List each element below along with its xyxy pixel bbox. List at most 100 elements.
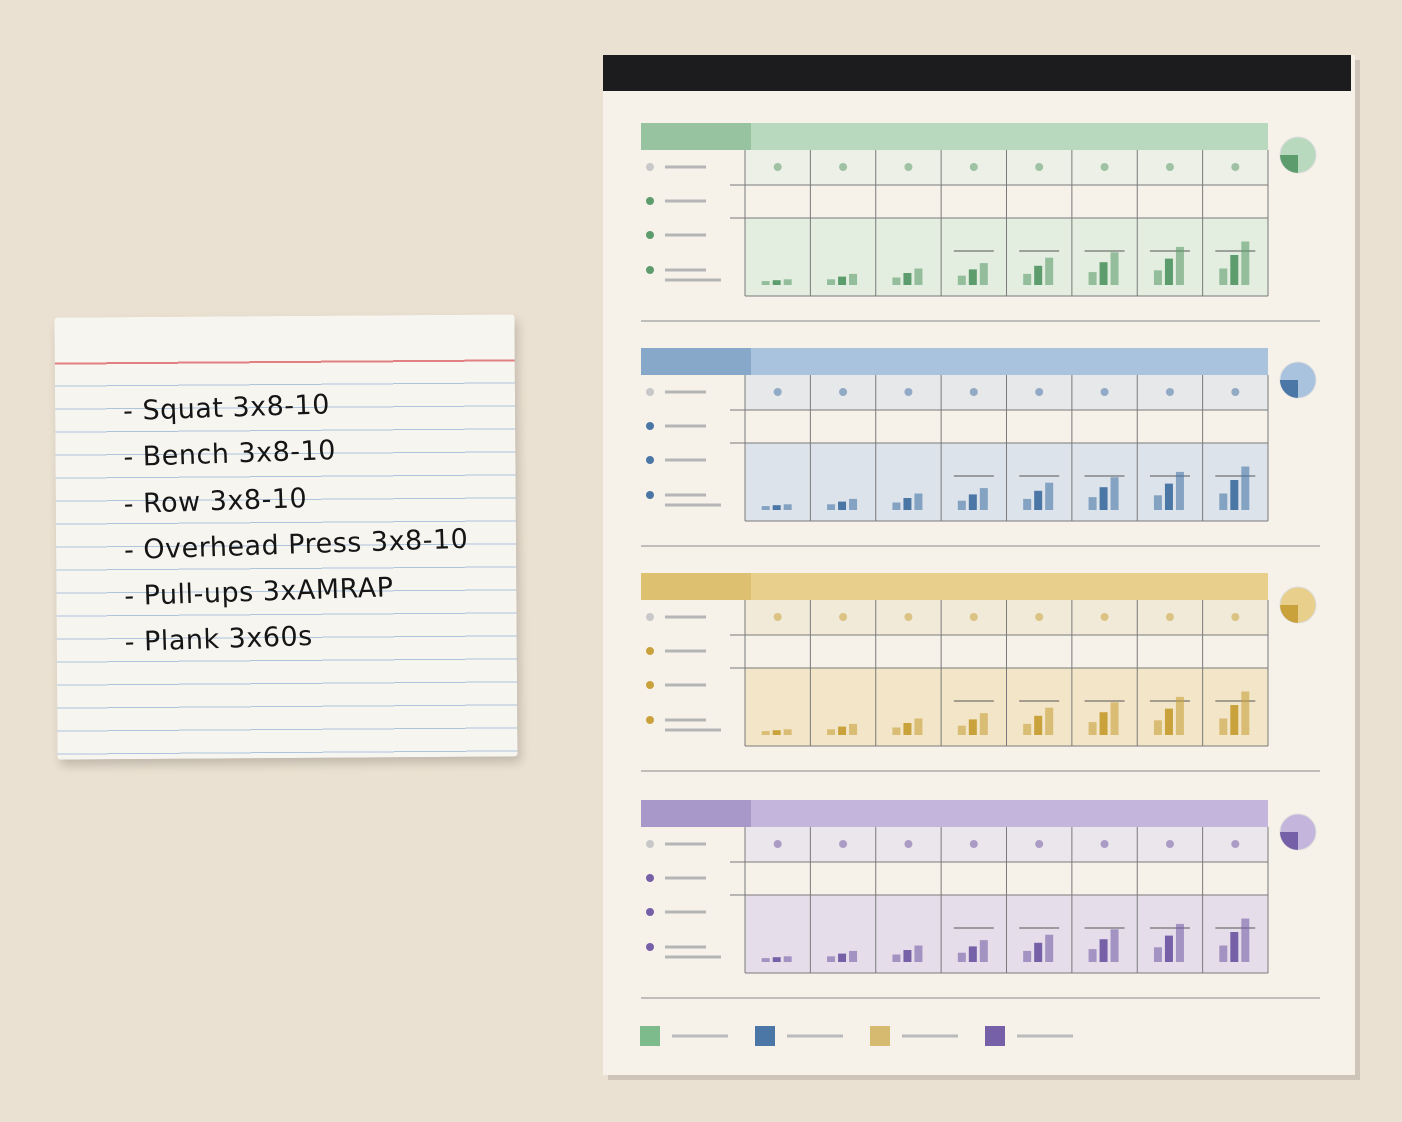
mini-bar [892,277,901,285]
section-badge-slice [1280,380,1298,398]
section-header [641,123,1268,150]
section-header-accent [641,348,751,375]
mini-bar [761,281,770,285]
mini-bar [979,940,988,962]
mini-bar [1153,720,1162,735]
mini-bar [849,273,858,285]
mini-bar [849,498,858,510]
column-dot [1165,163,1174,171]
mini-bar [1023,498,1032,510]
mini-bar [1230,932,1239,962]
mini-bar [849,723,858,735]
mini-bar [1088,722,1097,735]
mini-bar [783,504,792,510]
column-dot [839,840,848,848]
column-dot [1035,613,1044,621]
mini-bar [957,500,966,510]
mini-bar [1175,471,1184,510]
column-dot [1165,388,1174,396]
column-dot [1231,388,1240,396]
mini-bar [1023,950,1032,962]
section-header [641,573,1268,600]
mini-bar [1034,715,1043,735]
column-dot [1100,388,1109,396]
row-dot [646,943,654,951]
section-header [641,348,1268,375]
mini-bar [1088,272,1097,285]
mini-bar [1110,477,1119,510]
mini-bar [1110,252,1119,285]
row-dot [646,840,654,848]
mini-bar [838,276,847,285]
row-dot [646,231,654,239]
mini-bar [827,504,836,510]
mini-bar [827,956,836,962]
mini-bar [849,950,858,962]
mini-bar [1241,918,1250,962]
column-dot [969,388,978,396]
legend-swatch [985,1026,1005,1046]
mini-bar [903,498,912,510]
row-dot [646,163,654,171]
mini-bar [827,279,836,285]
mini-bar [979,713,988,735]
column-dot [1035,388,1044,396]
column-dot [904,840,913,848]
mini-bar [772,730,781,735]
column-dot [1231,163,1240,171]
column-dot [1165,613,1174,621]
section-badge-slice [1280,155,1298,173]
legend-swatch [755,1026,775,1046]
mini-bar [1110,702,1119,735]
mini-bar [1241,691,1250,735]
mini-bar [761,731,770,735]
mini-bar [1241,466,1250,510]
row-dot [646,422,654,430]
column-dot [904,163,913,171]
mini-bar [914,493,923,510]
mini-bar [1045,482,1054,510]
mini-bar [892,954,901,962]
column-dot [1231,840,1240,848]
column-dot [1100,163,1109,171]
mini-bar [1230,480,1239,510]
mini-bar [1045,934,1054,962]
row-dot [646,266,654,274]
row-dot [646,613,654,621]
mini-bar [968,946,977,962]
mini-bar [1034,942,1043,962]
mini-bar [1045,707,1054,735]
column-dot [773,840,782,848]
column-dot [969,163,978,171]
column-dot [1035,840,1044,848]
section-badge-slice [1280,605,1298,623]
column-dot [1035,163,1044,171]
mini-bar [1241,241,1250,285]
mini-bar [1219,718,1228,735]
row-dot [646,647,654,655]
mini-bar [903,723,912,735]
mini-bar [1034,265,1043,285]
mini-bar [957,952,966,962]
section-header-accent [641,573,751,600]
mini-bar [914,718,923,735]
column-dot [839,613,848,621]
mini-bar [761,506,770,510]
mini-bar [1099,262,1108,285]
column-dot [773,163,782,171]
column-dot [839,388,848,396]
column-dot [904,613,913,621]
mini-bar [957,725,966,735]
mini-bar [1230,255,1239,285]
column-dot [773,613,782,621]
column-dot [1165,840,1174,848]
mini-bar [903,950,912,962]
mini-bar [1034,490,1043,510]
mini-bar [968,269,977,285]
mini-bar [979,488,988,510]
mini-bar [838,953,847,962]
mini-bar [979,263,988,285]
mini-bar [1153,495,1162,510]
